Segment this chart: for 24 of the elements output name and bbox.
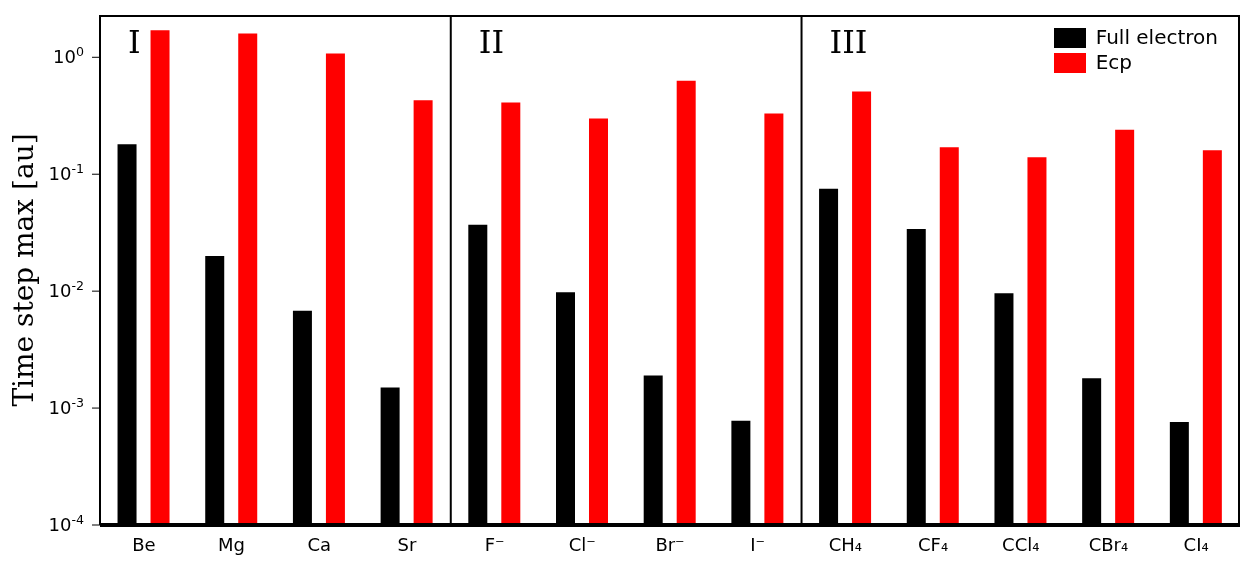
x-tick-label: Ca [307,534,332,555]
y-tick-label: 10$^{-2}$ [48,277,84,302]
x-tick-label: Sr [397,534,417,555]
annotation: II [478,23,505,61]
annotation: I [128,23,141,61]
x-tick-label: CI₄ [1183,534,1209,555]
legend-label: Ecp [1095,50,1133,75]
x-tick-label: Br⁻ [655,534,685,555]
y-tick-label: 10$^{-4}$ [48,511,84,535]
x-tick-label: CCl₄ [1002,534,1040,555]
y-tick-label: 10$^{0}$ [53,43,84,68]
x-tick-label: CF₄ [918,534,949,555]
y-axis-title: Time step max [au] [6,133,40,407]
x-tick-label: CBr₄ [1088,534,1129,555]
x-tick-label: CH₄ [828,534,863,555]
x-tick-label: Cl⁻ [568,534,596,555]
x-tick-label: I⁻ [750,534,766,555]
y-tick-label: 10$^{-3}$ [48,394,84,419]
x-tick-label: Mg [218,534,246,555]
x-tick-label: Be [132,534,156,555]
legend-label: Full electron [1095,25,1218,50]
y-tick-label: 10$^{-1}$ [48,160,84,185]
annotation: III [829,23,868,61]
x-tick-label: F⁻ [484,534,505,555]
